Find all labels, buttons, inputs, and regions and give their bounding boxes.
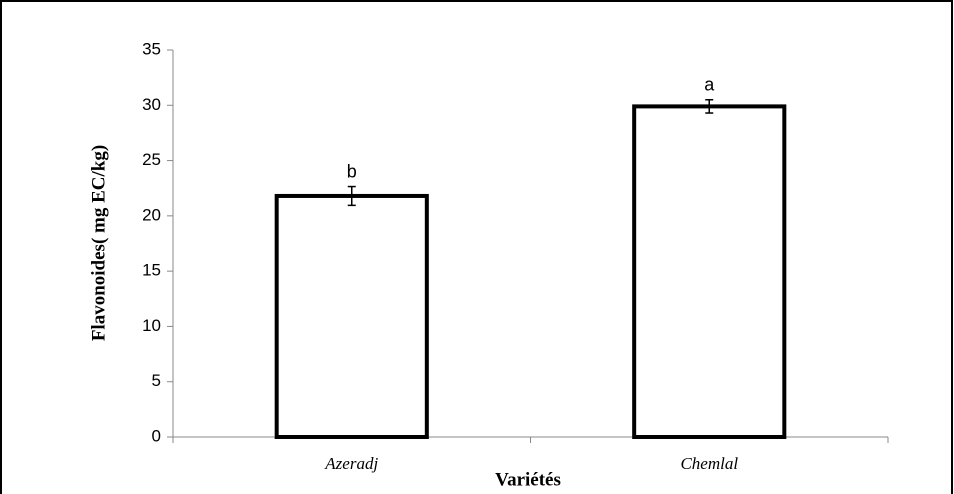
error-bar xyxy=(347,185,356,207)
x-axis-title: Variétés xyxy=(495,469,561,490)
y-tick-label: 0 xyxy=(152,426,161,445)
error-bar xyxy=(705,99,714,114)
y-axis-title: Flavonoides( mg EC/kg) xyxy=(88,145,109,341)
y-tick-label: 35 xyxy=(142,39,161,58)
annotation: a xyxy=(704,75,715,95)
y-tick-label: 20 xyxy=(142,205,161,224)
y-tick-label: 10 xyxy=(142,316,161,335)
y-tick-label: 15 xyxy=(142,261,161,280)
x-tick-label: Azeradj xyxy=(324,454,378,473)
x-tick-label: Chemlal xyxy=(680,454,738,473)
y-tick-label: 25 xyxy=(142,150,161,169)
annotation: b xyxy=(347,161,357,181)
bar xyxy=(274,193,429,439)
y-tick-label: 5 xyxy=(152,371,161,390)
bar xyxy=(632,104,787,440)
y-tick-label: 30 xyxy=(142,95,161,114)
